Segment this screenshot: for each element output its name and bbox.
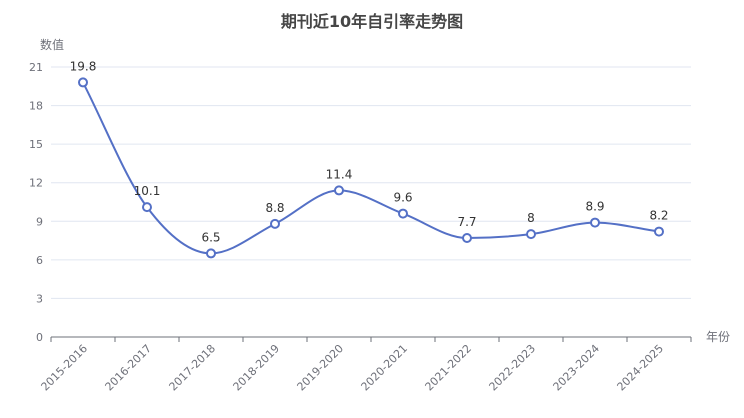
series-line xyxy=(82,81,660,255)
x-tick-label: 2019-2020 xyxy=(295,342,347,394)
data-points xyxy=(78,77,664,259)
x-axis-ticks: 2015-2016 2016-2017 2017-2018 2018-2019 2019… xyxy=(39,342,667,394)
y-tick-label: 21 xyxy=(29,61,43,74)
data-label: 8.2 xyxy=(649,209,668,223)
data-point xyxy=(206,248,216,259)
x-tick-label: 2021-2022 xyxy=(423,342,475,394)
data-point xyxy=(590,217,600,228)
x-tick-label: 2020-2021 xyxy=(359,342,411,394)
data-point xyxy=(654,226,664,237)
data-label: 7.7 xyxy=(457,215,476,229)
x-axis-label: 年份 xyxy=(706,330,730,344)
x-tick-label: 2024-2025 xyxy=(615,342,667,394)
data-label: 19.8 xyxy=(70,59,97,73)
data-point xyxy=(526,229,536,240)
x-tick-label: 2018-2019 xyxy=(231,342,283,394)
data-label: 11.4 xyxy=(326,167,353,181)
y-tick-label: 6 xyxy=(36,254,43,267)
x-tick-label: 2015-2016 xyxy=(39,342,91,394)
x-tick-label: 2023-2024 xyxy=(551,342,603,394)
data-point xyxy=(462,233,472,243)
y-tick-label: 12 xyxy=(29,177,43,190)
x-tick-label: 2022-2023 xyxy=(487,342,539,394)
y-tick-label: 3 xyxy=(36,292,43,305)
y-axis-ticks: 0 3 6 9 12 15 18 21 xyxy=(29,61,43,344)
data-point xyxy=(398,208,408,219)
y-tick-label: 9 xyxy=(36,215,43,228)
data-point xyxy=(270,218,280,229)
chart-title: 期刊近10年自引率走势图 xyxy=(281,12,463,31)
data-label: 8.9 xyxy=(585,200,604,214)
data-point xyxy=(334,185,344,196)
x-axis xyxy=(50,336,692,342)
series-path xyxy=(82,81,660,255)
data-point xyxy=(142,202,152,213)
data-label: 10.1 xyxy=(134,184,161,198)
y-axis-label: 数值 xyxy=(40,37,64,52)
gridlines xyxy=(51,66,691,299)
data-label: 8.8 xyxy=(265,201,284,215)
x-tick-label: 2017-2018 xyxy=(167,342,219,394)
data-label: 9.6 xyxy=(393,191,412,205)
data-labels: 19.8 10.1 6.5 8.8 11.4 9.6 7.7 8 8.9 8.2 xyxy=(70,59,669,244)
data-label: 8 xyxy=(527,211,535,225)
data-point xyxy=(78,77,88,88)
data-label: 6.5 xyxy=(201,230,220,244)
x-tick-label: 2016-2017 xyxy=(103,342,155,394)
y-tick-label: 0 xyxy=(36,331,43,344)
y-tick-label: 15 xyxy=(29,138,43,151)
y-tick-label: 18 xyxy=(29,100,43,113)
